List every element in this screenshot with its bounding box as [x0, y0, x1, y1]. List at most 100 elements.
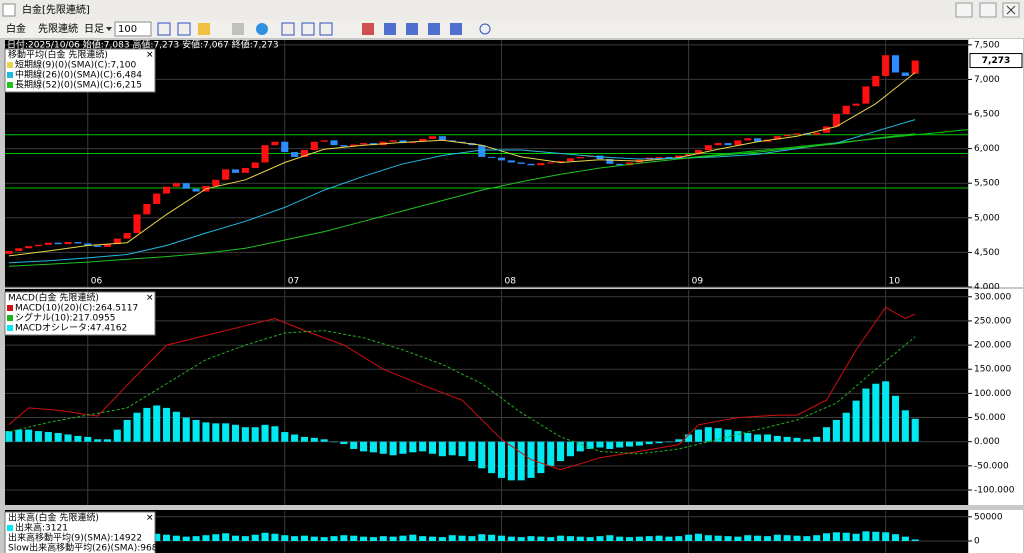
y-tick-label: 150.000	[974, 365, 1011, 375]
candle-body	[133, 214, 141, 234]
oscillator-bar	[172, 411, 180, 442]
oscillator-bar	[163, 407, 171, 442]
count-input[interactable]	[114, 21, 152, 37]
candle-body	[281, 141, 289, 153]
candle-body	[360, 143, 368, 145]
oscillator-bar	[832, 419, 840, 442]
candle-body	[852, 103, 860, 106]
tool-icon[interactable]	[232, 23, 244, 35]
volume-bar	[911, 539, 919, 541]
volume-bar	[212, 534, 220, 541]
toolbar-icons[interactable]	[157, 22, 491, 36]
oscillator-bar	[320, 439, 328, 442]
candle-body	[310, 141, 318, 151]
tool-icon[interactable]	[198, 23, 210, 35]
legend-box	[4, 291, 156, 336]
volume-bar	[566, 536, 574, 541]
oscillator-bar	[360, 441, 368, 452]
oscillator-bar	[231, 424, 240, 442]
candle-body	[182, 183, 190, 189]
period-select[interactable]: 日足	[84, 23, 104, 35]
legend-text: 移動平均(白金 先限連続)	[8, 49, 108, 61]
candle-body	[911, 60, 919, 74]
legend-text: 短期線(9)(0)(SMA)(C):7,100	[15, 59, 137, 71]
candle-body	[813, 132, 821, 135]
legend-close[interactable]: ✕	[146, 294, 154, 304]
volume-bar	[399, 535, 407, 541]
candle-body	[675, 155, 683, 159]
y-tick-label: -50.000	[974, 461, 1009, 471]
y-tick-label: 50000	[974, 512, 1003, 522]
oscillator-bar	[891, 395, 900, 442]
candle-body	[231, 169, 240, 173]
candle-body	[665, 156, 673, 159]
oscillator-bar	[143, 407, 151, 442]
volume-bar	[507, 536, 515, 541]
legend-swatch	[7, 62, 13, 68]
candle-body	[389, 140, 397, 142]
oscillator-bar	[428, 441, 437, 454]
x-tick-label: 09	[692, 277, 704, 287]
candle-body	[300, 150, 309, 157]
tool-icon[interactable]	[362, 23, 374, 35]
contract-button[interactable]: 先限連続	[38, 22, 78, 35]
oscillator-bar	[852, 400, 860, 442]
x-tick-label: 06	[91, 277, 103, 287]
candle-body	[773, 136, 781, 140]
minimize-button[interactable]	[955, 2, 973, 18]
candle-body	[655, 156, 663, 158]
oscillator-bar	[793, 437, 801, 442]
oscillator-bar	[488, 441, 496, 474]
legend-text: 中期線(26)(0)(SMA)(C):6,484	[15, 69, 142, 81]
oscillator-bar	[901, 410, 909, 442]
tool-icon[interactable]	[281, 22, 295, 36]
tool-icon[interactable]	[450, 23, 462, 35]
candle-body	[103, 244, 111, 247]
candle-body	[448, 140, 456, 142]
tool-icon[interactable]	[428, 23, 440, 35]
maximize-button[interactable]	[979, 2, 997, 18]
legend-box	[4, 48, 156, 93]
candle-body	[754, 138, 762, 142]
oscillator-bar	[507, 441, 515, 481]
volume-bar	[428, 536, 437, 541]
tool-icon[interactable]	[479, 23, 491, 35]
tool-icon[interactable]	[256, 23, 268, 35]
oscillator-bar	[822, 427, 831, 442]
commodity-button[interactable]: 白金	[6, 22, 26, 35]
candle-body	[832, 114, 840, 127]
legend-close[interactable]: ✕	[146, 514, 154, 524]
candle-body	[153, 193, 161, 204]
oscillator-bar	[54, 433, 62, 442]
tool-icon[interactable]	[301, 22, 315, 36]
window-buttons[interactable]	[955, 2, 1020, 18]
oscillator-bar	[271, 426, 279, 442]
volume-bar	[773, 534, 781, 541]
oscillator-bar	[675, 439, 683, 442]
volume-bar	[596, 536, 604, 541]
tool-icon[interactable]	[157, 22, 171, 36]
candle-body	[488, 156, 496, 158]
volume-bar	[685, 534, 693, 541]
tool-icon[interactable]	[319, 22, 333, 36]
volume-bar	[261, 532, 269, 541]
oscillator-bar	[192, 419, 200, 442]
legend-text: シグナル(10):217.0955	[15, 312, 115, 324]
tool-icon[interactable]	[384, 23, 396, 35]
candle-body	[822, 126, 831, 133]
axis-area	[969, 510, 1023, 553]
y-tick-label: 4,500	[974, 248, 1000, 258]
oscillator-bar	[379, 441, 387, 454]
candle-body	[44, 242, 52, 245]
volume-bar	[340, 535, 348, 541]
volume-bar	[488, 534, 496, 541]
oscillator-bar	[251, 427, 259, 442]
legend-text: 出来高移動平均(9)(SMA):14922	[8, 532, 142, 544]
oscillator-bar	[44, 432, 52, 442]
volume-bar	[606, 535, 614, 541]
tool-icon[interactable]	[406, 23, 418, 35]
tool-icon[interactable]	[177, 22, 191, 36]
app-icon	[2, 3, 16, 17]
legend-close[interactable]: ✕	[146, 51, 154, 61]
